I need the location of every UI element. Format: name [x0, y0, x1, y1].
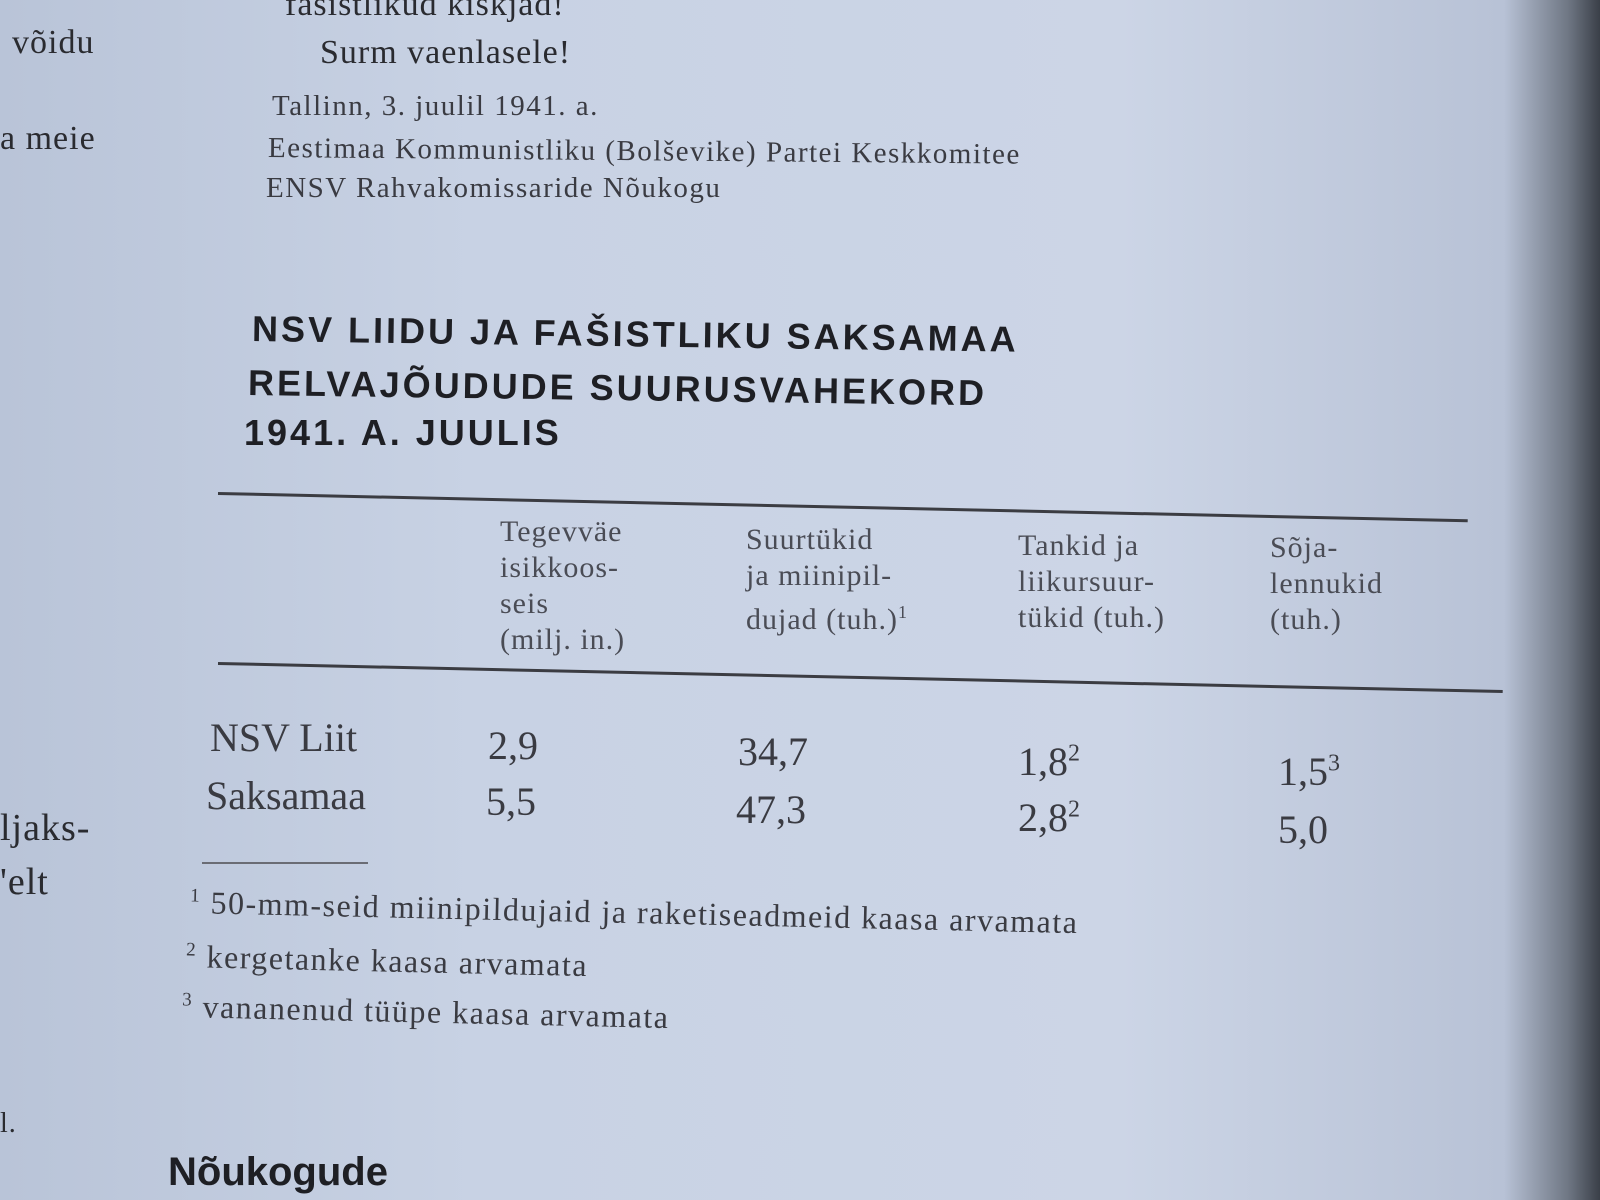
footnote: 3 vananenud tüüpe kaasa arvamata [182, 988, 670, 1036]
header-line: liikursuur- [1018, 565, 1156, 598]
table-cell: 5,0 [1278, 807, 1328, 852]
title-line: RELVAJÕUDUDE SUURUSVAHEKORD [247, 362, 988, 414]
table-top-rule [217, 492, 1468, 523]
footnote-ref: 2 [1068, 740, 1080, 767]
column-header: Tankid ja liikursuur- tükid (tuh.) [1018, 528, 1165, 636]
footnote-mark: 3 [181, 989, 194, 1011]
margin-fragment: 'elt [0, 861, 49, 903]
bottom-heading-fragment: Nõukogude [168, 1150, 388, 1194]
footnote-mark: 2 [185, 939, 198, 961]
row-label: NSV Liit [210, 715, 358, 760]
table-cell: 47,3 [736, 787, 806, 832]
margin-fragment: a meie [0, 120, 96, 157]
header-line: ja miinipil- [746, 559, 893, 592]
header-text: dujad (tuh.) [746, 603, 898, 636]
table-header-rule [217, 662, 1503, 694]
proclamation-line: fašistlikud kiskjad! [285, 0, 565, 23]
table-cell: 5,5 [486, 779, 536, 824]
header-line: tükid (tuh.) [1018, 601, 1165, 634]
table-cell: 1,53 [1278, 748, 1340, 795]
table-cell: 1,82 [1018, 738, 1080, 785]
footnote: 1 50-mm-seid miinipildujaid ja raketisea… [190, 884, 1079, 941]
cell-value: 2,8 [1018, 795, 1068, 840]
margin-fragment: ljaks- [0, 807, 91, 849]
footnote-text: 50-mm-seid miinipildujaid ja raketiseadm… [210, 884, 1079, 941]
footnote: 2 kergetanke kaasa arvamata [186, 938, 589, 984]
header-line: Tegevväe [500, 515, 623, 548]
header-line: lennukid [1270, 567, 1383, 600]
signatory: ENSV Rahvakomissaride Nõukogu [266, 172, 722, 204]
header-line: Tankid ja [1018, 529, 1140, 562]
header-line: (milj. in.) [500, 623, 626, 656]
footnote-ref: 1 [897, 602, 908, 622]
column-header: Suurtükid ja miinipil- dujad (tuh.)1 [746, 522, 908, 638]
footnote-ref: 2 [1068, 796, 1080, 823]
footnote-ref: 3 [1328, 750, 1340, 777]
header-line: isikkoos- [500, 551, 620, 584]
margin-fragment: võidu [12, 24, 95, 61]
table-cell: 34,7 [738, 729, 808, 774]
header-line: (tuh.) [1270, 603, 1342, 636]
cell-value: 1,8 [1018, 739, 1068, 784]
proclamation-line: Surm vaenlasele! [320, 34, 572, 71]
header-line: seis [500, 587, 549, 620]
row-label: Saksamaa [206, 773, 366, 818]
title-line: 1941. A. JUULIS [244, 412, 562, 453]
table-cell: 2,82 [1018, 794, 1080, 841]
footnote-text: kergetanke kaasa arvamata [206, 938, 589, 984]
column-header: Sõja- lennukid (tuh.) [1270, 530, 1383, 638]
header-line: dujad (tuh.)1 [746, 594, 908, 638]
table-cell: 2,9 [488, 723, 538, 768]
cell-value: 1,5 [1278, 749, 1328, 794]
footnote-mark: 1 [189, 885, 202, 907]
column-header: Tegevväe isikkoos- seis (milj. in.) [500, 514, 625, 658]
header-line: Suurtükid [746, 523, 874, 556]
footnote-rule [202, 862, 368, 864]
place-date: Tallinn, 3. juulil 1941. a. [272, 90, 599, 122]
margin-fragment: l. [0, 1108, 17, 1139]
signatory: Eestimaa Kommunistliku (Bolševike) Parte… [267, 132, 1021, 171]
title-line: NSV LIIDU JA FAŠISTLIKU SAKSAMAA [251, 308, 1019, 360]
header-line: Sõja- [1270, 531, 1339, 564]
footnote-text: vananenud tüüpe kaasa arvamata [202, 988, 670, 1036]
